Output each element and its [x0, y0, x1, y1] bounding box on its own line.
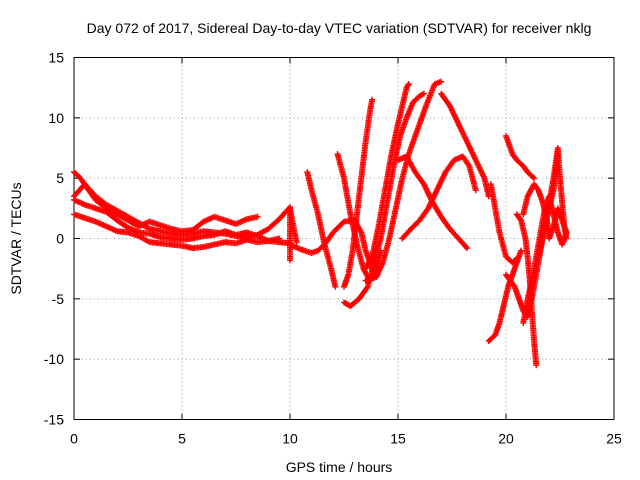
x-tick-label: 15: [390, 431, 406, 447]
data-points: [71, 78, 570, 369]
series-track-10: [362, 81, 412, 272]
data-point: [405, 81, 412, 88]
data-point: [533, 362, 540, 369]
data-point: [517, 216, 524, 223]
chart-title: Day 072 of 2017, Sidereal Day-to-day VTE…: [87, 20, 592, 36]
data-point: [529, 173, 536, 180]
series-track-4: [71, 196, 293, 247]
data-point: [420, 90, 427, 97]
series-track-13: [399, 153, 479, 242]
data-point: [332, 283, 339, 290]
x-tick-label: 25: [606, 431, 622, 447]
series-track-2: [71, 169, 261, 235]
data-point: [254, 213, 261, 220]
series-track-3: [71, 211, 283, 252]
y-tick-label: -10: [44, 351, 64, 367]
data-point: [563, 235, 570, 242]
series-track-6: [304, 169, 339, 290]
data-point: [472, 187, 479, 194]
y-tick-label: 15: [48, 50, 64, 66]
y-axis-label: SDTVAR / TECUs: [8, 182, 24, 294]
y-tick-label: -15: [44, 412, 64, 428]
data-point: [293, 239, 300, 246]
data-point: [518, 247, 525, 254]
data-point: [438, 78, 445, 85]
data-point: [531, 175, 538, 182]
grid-lines: [74, 57, 614, 420]
y-tick-label: 10: [48, 110, 64, 126]
series-track-14: [438, 90, 492, 200]
data-point: [463, 243, 470, 250]
series-track-8: [341, 96, 376, 290]
y-tick-label: 5: [56, 170, 64, 186]
y-tick-label: 0: [56, 231, 64, 247]
series-track-15: [487, 181, 522, 266]
x-tick-label: 20: [498, 431, 514, 447]
data-point: [405, 82, 412, 89]
series-track-22: [535, 145, 570, 260]
series-track-16: [503, 132, 538, 182]
x-tick-label: 5: [178, 431, 186, 447]
x-axis-label: GPS time / hours: [286, 459, 393, 475]
data-point: [464, 245, 471, 252]
x-tick-label: 0: [70, 431, 78, 447]
y-tick-label: -5: [52, 291, 65, 307]
series-track-23: [287, 205, 300, 264]
x-tick-label: 10: [282, 431, 298, 447]
data-point: [369, 96, 376, 103]
axis-ticks: 0 5 10 15 20 25 -15 -10 -5 0 5 10 15: [44, 50, 622, 447]
